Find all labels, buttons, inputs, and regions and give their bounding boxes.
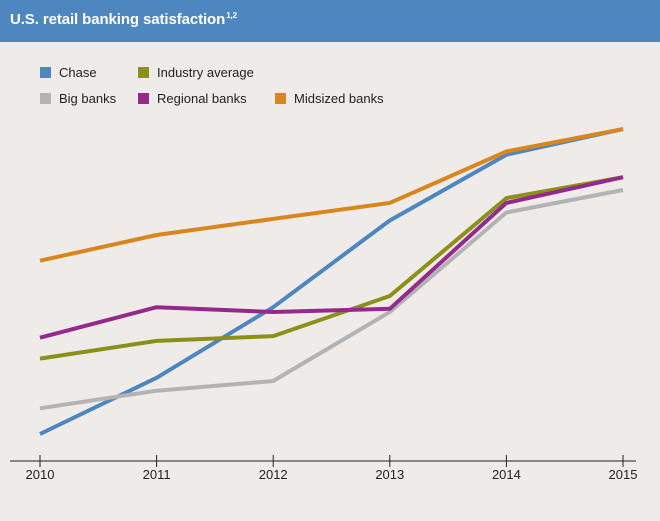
legend-item-industry-average: Industry average — [138, 64, 254, 80]
chart-header: U.S. retail banking satisfaction1,2 — [0, 0, 660, 42]
x-ticks — [39, 455, 624, 467]
x-tick-label-2014: 2014 — [492, 467, 521, 482]
legend-item-regional-banks: Regional banks — [138, 90, 247, 106]
legend-swatch-midsized-banks — [275, 92, 286, 104]
x-tick-labels: 2010 2011 2012 2013 2014 2015 — [26, 467, 638, 482]
series-line-midsized-banks — [39, 127, 624, 263]
legend-label-regional-banks: Regional banks — [157, 90, 247, 106]
legend-swatch-chase — [40, 66, 51, 78]
series-line-big-banks — [39, 188, 624, 411]
x-tick-label-2015: 2015 — [609, 467, 638, 482]
chart-title: U.S. retail banking satisfaction1,2 — [10, 11, 237, 28]
legend-item-chase: Chase — [40, 64, 97, 80]
series-line-regional-banks — [39, 175, 624, 340]
series-line-chase — [39, 127, 624, 436]
x-tick-label-2012: 2012 — [259, 467, 288, 482]
series-lines — [39, 127, 624, 436]
title-footnote-marker: 1,2 — [226, 11, 238, 20]
x-tick-label-2013: 2013 — [375, 467, 404, 482]
legend-label-midsized-banks: Midsized banks — [294, 90, 384, 106]
legend-swatch-big-banks — [40, 92, 51, 104]
legend-item-big-banks: Big banks — [40, 90, 116, 106]
legend: Chase Industry average Big banks Regiona… — [0, 0, 660, 120]
x-tick-label-2010: 2010 — [26, 467, 55, 482]
legend-label-big-banks: Big banks — [59, 90, 117, 106]
legend-swatch-industry-average — [138, 66, 149, 78]
legend-label-industry-average: Industry average — [157, 64, 254, 80]
legend-item-midsized-banks: Midsized banks — [275, 90, 384, 106]
x-tick-label-2011: 2011 — [143, 467, 171, 482]
series-line-industry-average — [39, 175, 624, 361]
chart-title-text: U.S. retail banking satisfaction — [10, 11, 226, 28]
legend-swatch-regional-banks — [138, 92, 149, 104]
legend-label-chase: Chase — [59, 64, 97, 80]
